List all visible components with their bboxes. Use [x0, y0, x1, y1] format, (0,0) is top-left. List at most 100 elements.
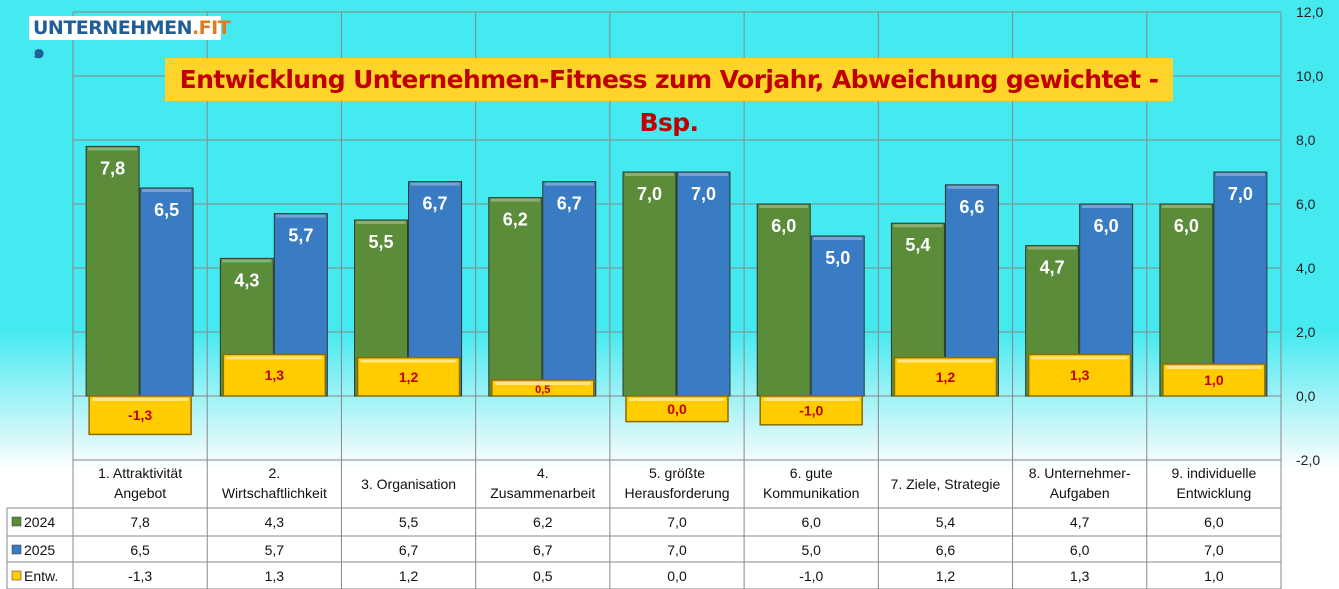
bar-bevel — [1031, 356, 1128, 360]
entw-data-label: 0,5 — [535, 384, 550, 396]
y-tick-label: -2,0 — [1296, 452, 1320, 468]
bar-2025 — [810, 235, 865, 397]
bar-bevel — [759, 205, 809, 208]
table-cell: 1,3 — [1070, 568, 1090, 584]
data-label: 5,5 — [369, 232, 394, 252]
table-cell: 7,0 — [667, 542, 687, 558]
bar-bevel — [763, 398, 860, 401]
bar-bevel — [88, 147, 138, 151]
logo-accent: .FIT — [191, 17, 231, 39]
data-label: 5,0 — [825, 248, 850, 268]
data-label: 7,0 — [637, 184, 662, 204]
logo: UNTERNEHMEN.FIT ๑ — [29, 16, 231, 63]
bar-bevel — [813, 237, 863, 240]
bar-bevel — [897, 359, 994, 363]
table-cell: 7,0 — [667, 514, 687, 530]
category-label: 2. — [268, 465, 280, 481]
data-label: 5,7 — [288, 226, 313, 246]
bar-entw — [222, 353, 327, 397]
bar-bevel — [222, 259, 272, 263]
chart-title: Entwicklung Unternehmen-Fitness zum Vorj… — [165, 58, 1173, 137]
table-cell: 6,0 — [1204, 514, 1224, 530]
data-label: 6,6 — [959, 197, 984, 217]
bar-bevel — [679, 173, 728, 176]
y-tick-label: 8,0 — [1296, 132, 1316, 148]
bar-bevel — [1161, 205, 1211, 208]
category-label: Wirtschaftlichkeit — [222, 485, 327, 501]
bar-bevel — [142, 189, 192, 192]
category-label: 8. Unternehmer- — [1029, 465, 1131, 481]
bar-entw — [356, 356, 461, 397]
table-cell: 6,5 — [130, 542, 150, 558]
table-cell: 5,0 — [801, 542, 821, 558]
bar-2024 — [85, 145, 140, 397]
entw-data-label: -1,0 — [799, 402, 823, 418]
bar-bevel — [276, 214, 326, 218]
table-cell: 5,4 — [936, 514, 956, 530]
swirl-icon: ๑ — [33, 41, 45, 63]
bar-bevel — [1165, 366, 1262, 369]
category-label: 7. Ziele, Strategie — [891, 476, 1001, 492]
table-cell: 6,0 — [801, 514, 821, 530]
table-cell: 0,5 — [533, 568, 553, 584]
data-label: 6,0 — [1094, 216, 1119, 236]
legend-label: 2024 — [24, 514, 55, 530]
bar-bevel — [1215, 173, 1265, 176]
category-label: Kommunikation — [763, 485, 860, 501]
data-label: 5,4 — [905, 235, 930, 255]
legend-label: 2025 — [24, 542, 55, 558]
table-cell: 6,7 — [399, 542, 419, 558]
bar-bevel — [629, 398, 725, 401]
y-tick-label: 12,0 — [1296, 4, 1323, 20]
y-tick-label: 10,0 — [1296, 68, 1323, 84]
table-cell: 4,7 — [1070, 514, 1090, 530]
table-cell: 6,6 — [936, 542, 956, 558]
data-label: 7,8 — [100, 158, 125, 178]
data-label: 6,0 — [771, 216, 796, 236]
bar-2024 — [756, 203, 811, 397]
table-cell: 1,3 — [265, 568, 285, 584]
bar-bevel — [360, 359, 457, 363]
table-cell: 6,2 — [533, 514, 553, 530]
category-label: 9. individuelle — [1171, 465, 1256, 481]
entw-data-label: 1,0 — [1204, 372, 1224, 388]
table-cell: 7,0 — [1204, 542, 1224, 558]
category-label: 4. — [537, 465, 549, 481]
bar-bevel — [893, 224, 943, 228]
table-cell: 7,8 — [130, 514, 150, 530]
legend-key-Entw. — [11, 570, 22, 581]
table-cell: 5,7 — [265, 542, 285, 558]
bar-bevel — [490, 198, 540, 202]
data-label: 6,7 — [557, 194, 582, 214]
table-cell: 6,0 — [1070, 542, 1090, 558]
bar-bevel — [494, 382, 591, 385]
data-label: 6,0 — [1174, 216, 1199, 236]
bar-entw — [88, 395, 192, 436]
bar-bevel — [356, 221, 406, 224]
entw-data-label: 1,3 — [265, 367, 285, 383]
category-label: 5. größte — [649, 465, 705, 481]
table-cell: 6,7 — [533, 542, 553, 558]
bar-entw — [893, 356, 998, 397]
data-label: 6,7 — [423, 194, 448, 214]
category-label: 6. gute — [790, 465, 833, 481]
bar-entw — [1162, 363, 1266, 397]
category-label: Angebot — [114, 485, 166, 501]
y-tick-label: 0,0 — [1296, 388, 1316, 404]
data-label: 6,2 — [503, 210, 528, 230]
bar-bevel — [410, 182, 460, 186]
bar-2025 — [676, 171, 731, 397]
bar-2025 — [139, 187, 194, 397]
category-label: 3. Organisation — [361, 476, 456, 492]
legend-label: Entw. — [24, 568, 58, 584]
bar-bevel — [1081, 205, 1131, 208]
y-tick-label: 6,0 — [1296, 196, 1316, 212]
data-label: 7,0 — [691, 184, 716, 204]
table-cell: 1,2 — [936, 568, 956, 584]
bar-bevel — [947, 185, 997, 189]
bar-bevel — [1027, 246, 1077, 250]
legend-key-2024 — [11, 516, 22, 527]
data-label: 4,3 — [234, 270, 259, 290]
category-label: 1. Attraktivität — [98, 465, 182, 481]
